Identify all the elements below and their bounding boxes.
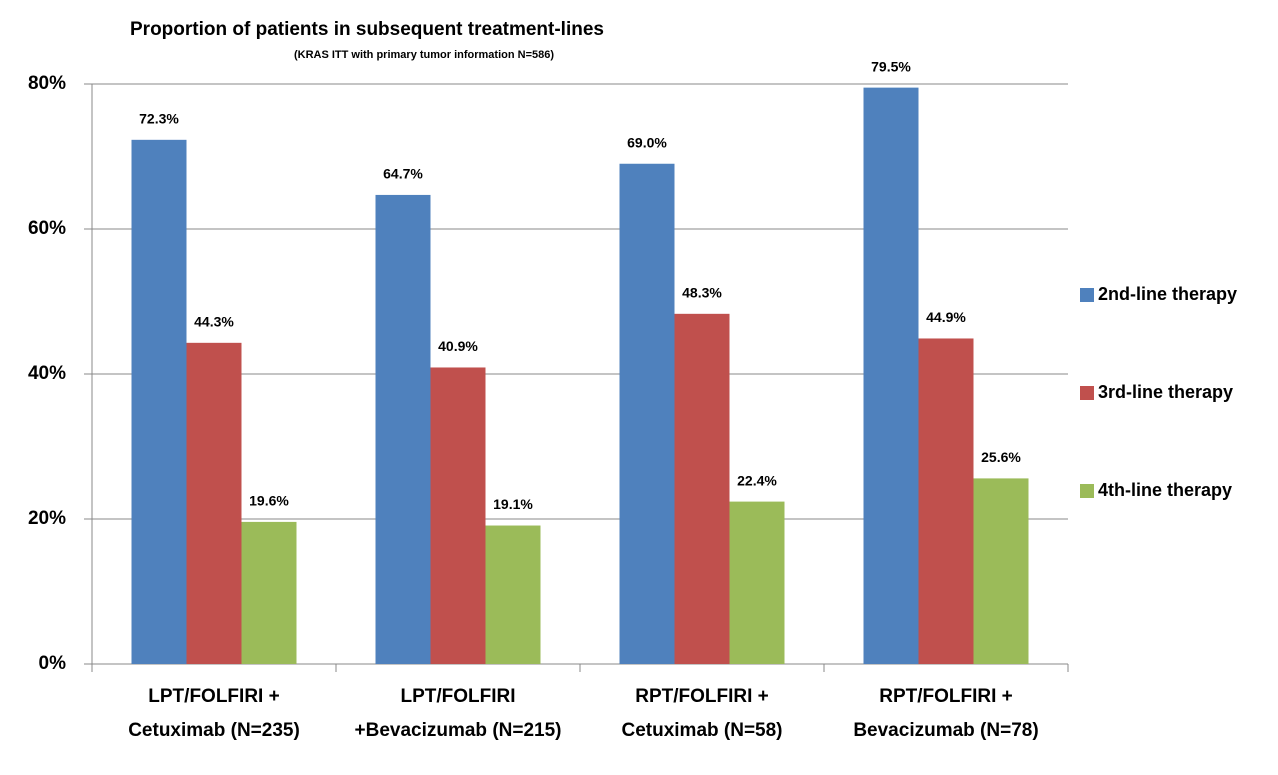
bar bbox=[918, 338, 974, 664]
data-label: 72.3% bbox=[139, 111, 179, 127]
legend-swatch bbox=[1080, 288, 1094, 302]
bar bbox=[186, 342, 242, 664]
y-tick-label: 0% bbox=[39, 653, 67, 674]
bar bbox=[241, 521, 297, 664]
y-tick-label: 20% bbox=[28, 508, 66, 529]
bar bbox=[131, 139, 187, 664]
data-label: 64.7% bbox=[383, 166, 423, 182]
x-tick-label: RPT/FOLFIRI + Bevacizumab (N=78) bbox=[853, 686, 1039, 741]
data-label: 48.3% bbox=[682, 285, 722, 301]
legend-label: 2nd-line therapy bbox=[1098, 284, 1237, 304]
chart-title: Proportion of patients in subsequent tre… bbox=[130, 19, 604, 40]
bar bbox=[729, 501, 785, 664]
data-label: 44.3% bbox=[194, 314, 234, 330]
bar bbox=[973, 478, 1029, 664]
x-tick-label: LPT/FOLFIRI +Bevacizumab (N=215) bbox=[354, 686, 562, 741]
legend-label: 4th-line therapy bbox=[1098, 480, 1232, 500]
data-label: 25.6% bbox=[981, 449, 1021, 465]
data-label: 44.9% bbox=[926, 309, 966, 325]
chart-subtitle: (KRAS ITT with primary tumor information… bbox=[294, 49, 554, 61]
data-label: 69.0% bbox=[627, 134, 667, 150]
legend-swatch bbox=[1080, 386, 1094, 400]
x-tick-label: LPT/FOLFIRI + Cetuximab (N=235) bbox=[128, 686, 300, 741]
bar bbox=[430, 367, 486, 664]
bar bbox=[619, 163, 675, 664]
bar bbox=[674, 313, 730, 664]
bar bbox=[863, 87, 919, 664]
x-tick-label: RPT/FOLFIRI + Cetuximab (N=58) bbox=[621, 686, 783, 741]
y-tick-label: 40% bbox=[28, 363, 66, 384]
bar bbox=[485, 525, 541, 664]
data-label: 40.9% bbox=[438, 338, 478, 354]
y-tick-label: 60% bbox=[28, 218, 66, 239]
y-tick-label: 80% bbox=[28, 73, 66, 94]
legend-swatch bbox=[1080, 484, 1094, 498]
data-label: 79.5% bbox=[871, 58, 911, 74]
legend-label: 3rd-line therapy bbox=[1098, 382, 1233, 402]
bar bbox=[375, 194, 431, 665]
data-label: 19.6% bbox=[249, 493, 289, 509]
data-label: 19.1% bbox=[493, 496, 533, 512]
data-label: 22.4% bbox=[737, 472, 777, 488]
